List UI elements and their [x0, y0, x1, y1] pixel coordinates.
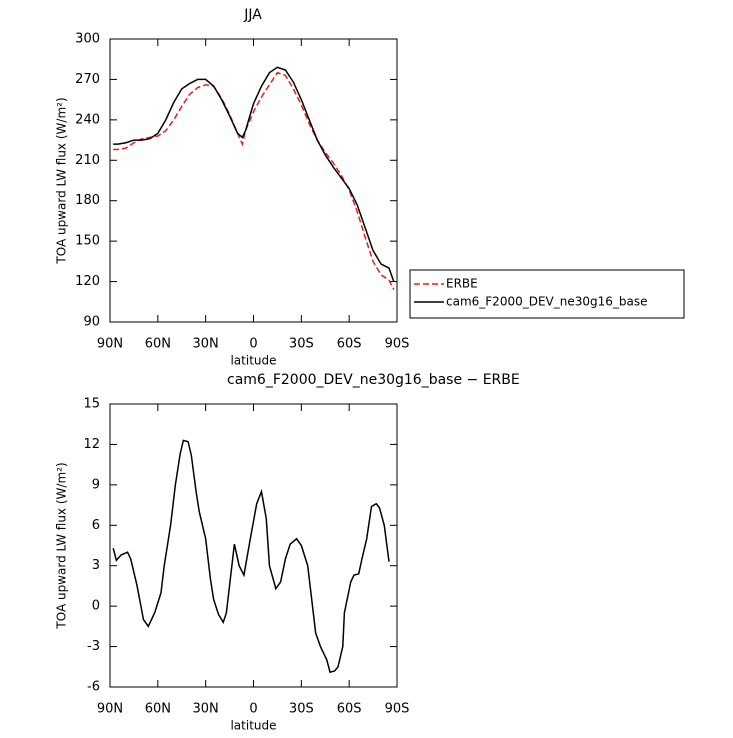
- x-tick-label: 90S: [385, 337, 410, 352]
- chart-title: cam6_F2000_DEV_ne30g16_base − ERBE: [227, 372, 520, 388]
- y-tick-label: 15: [83, 397, 100, 412]
- x-axis-label: latitude: [230, 719, 276, 733]
- legend-label: ERBE: [446, 277, 478, 291]
- x-tick-label: 60S: [337, 337, 362, 352]
- y-tick-label: 120: [75, 274, 100, 289]
- y-tick-label: 3: [92, 558, 100, 573]
- legend-box: [409, 269, 685, 319]
- y-tick-label: -6: [87, 680, 100, 695]
- y-tick-label: 12: [83, 437, 100, 452]
- y-axis-label: TOA upward LW flux (W/m²): [55, 462, 69, 629]
- x-tick-label: 90N: [97, 337, 123, 352]
- plot-frame: [109, 38, 398, 323]
- y-tick-label: 270: [75, 72, 100, 87]
- y-tick-label: 0: [92, 599, 100, 614]
- y-tick-label: 150: [75, 234, 100, 249]
- y-tick-label: 240: [75, 112, 100, 127]
- x-tick-label: 60N: [145, 337, 171, 352]
- x-tick-label: 60N: [145, 702, 171, 717]
- x-tick-label: 30S: [289, 702, 314, 717]
- y-tick-label: 9: [92, 477, 100, 492]
- chart-title: JJA: [243, 7, 262, 23]
- x-tick-label: 90S: [385, 702, 410, 717]
- x-tick-label: 30N: [193, 337, 219, 352]
- x-tick-label: 30N: [193, 702, 219, 717]
- y-axis-label: TOA upward LW flux (W/m²): [55, 97, 69, 264]
- y-tick-label: 180: [75, 193, 100, 208]
- legend-label: cam6_F2000_DEV_ne30g16_base: [446, 295, 648, 309]
- x-tick-label: 0: [249, 702, 257, 717]
- y-tick-label: 210: [75, 153, 100, 168]
- data-line: [113, 66, 395, 282]
- x-tick-label: 0: [249, 337, 257, 352]
- data-line: [112, 439, 390, 674]
- x-tick-label: 60S: [337, 702, 362, 717]
- y-tick-label: 300: [75, 32, 100, 47]
- x-tick-label: 30S: [289, 337, 314, 352]
- x-tick-label: 90N: [97, 702, 123, 717]
- y-tick-label: 6: [92, 518, 100, 533]
- plot-frame: [109, 403, 398, 688]
- y-tick-label: -3: [87, 639, 100, 654]
- y-tick-label: 90: [83, 315, 100, 330]
- x-axis-label: latitude: [230, 354, 276, 368]
